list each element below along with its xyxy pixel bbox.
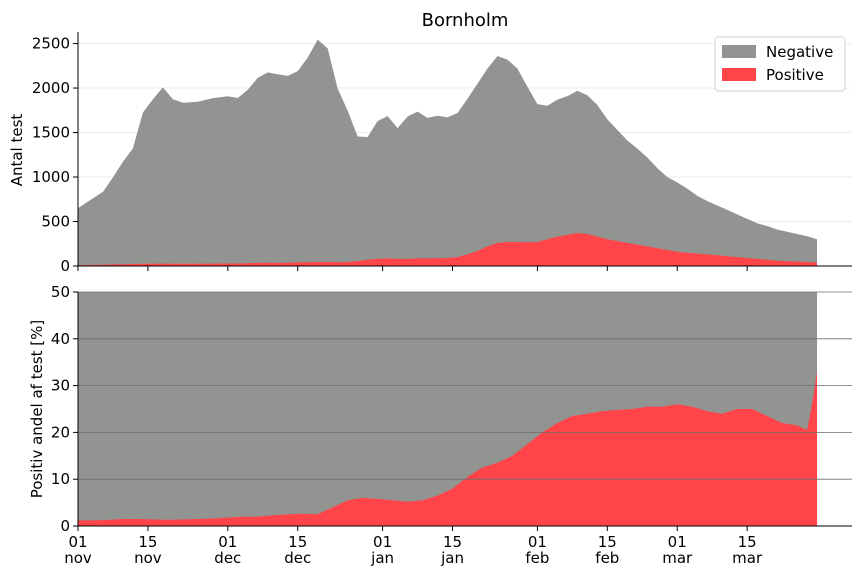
x-tick-label-day: 01	[218, 533, 237, 551]
bottom-y-tick-label: 10	[51, 470, 70, 488]
x-tick-label-month: feb	[595, 549, 619, 567]
x-tick-label-month: dec	[214, 549, 241, 567]
legend: Negative Positive	[714, 36, 846, 92]
bottom-y-tick-label: 50	[51, 283, 70, 301]
bottom-y-tick-label: 20	[51, 423, 70, 441]
top-y-tick-label: 1500	[32, 124, 70, 142]
legend-swatch-positive	[722, 68, 756, 81]
x-tick-label-month: nov	[134, 549, 162, 567]
top-axes	[77, 32, 852, 267]
top-y-tick-label: 2500	[32, 35, 70, 53]
legend-label-positive: Positive	[766, 66, 824, 84]
legend-label-negative: Negative	[766, 43, 833, 61]
x-tick-label-month: jan	[370, 549, 394, 567]
bottom-area-series	[78, 292, 818, 526]
x-tick-label-day: 01	[68, 533, 87, 551]
bottom-y-ticks: 0 10 20 30 40 50	[51, 283, 78, 535]
x-tick-label-month: jan	[440, 549, 464, 567]
x-tick-label-month: mar	[662, 549, 693, 567]
bottom-axes	[77, 292, 852, 527]
top-y-tick-label: 1000	[32, 168, 70, 186]
top-y-axis-label: Antal test	[8, 114, 26, 187]
bottom-y-tick-label: 30	[51, 377, 70, 395]
series-positive-share-area	[78, 371, 818, 526]
top-area-series	[78, 39, 818, 266]
top-chart-panel: Bornholm 0 500 1000 1500 2000 2500 Antal test…	[8, 10, 852, 275]
x-tick-label-month: feb	[525, 549, 549, 567]
x-tick-label-day: 15	[138, 533, 157, 551]
x-tick-label-month: nov	[64, 549, 92, 567]
top-x-ticks	[77, 266, 748, 271]
bottom-x-ticks: 01nov15nov01dec15dec01jan15jan01feb15feb…	[64, 526, 763, 567]
top-y-tick-label: 500	[41, 213, 70, 231]
top-y-tick-label: 2000	[32, 79, 70, 97]
x-tick-label-day: 01	[528, 533, 547, 551]
bottom-y-tick-label: 0	[60, 517, 70, 535]
x-tick-label-day: 15	[738, 533, 757, 551]
x-tick-label-day: 01	[668, 533, 687, 551]
top-y-ticks: 0 500 1000 1500 2000 2500	[32, 35, 78, 275]
bottom-y-axis-label: Positiv andel af test [%]	[28, 320, 46, 499]
legend-swatch-negative	[722, 45, 756, 58]
series-positive-area	[78, 233, 818, 266]
x-tick-label-month: dec	[284, 549, 311, 567]
bottom-y-tick-label: 40	[51, 330, 70, 348]
x-tick-label-day: 15	[598, 533, 617, 551]
x-tick-label-day: 15	[443, 533, 462, 551]
series-negative-area	[78, 39, 818, 266]
top-y-tick-label: 0	[60, 257, 70, 275]
x-tick-label-day: 15	[288, 533, 307, 551]
chart-title: Bornholm	[422, 10, 509, 31]
x-tick-label-day: 01	[373, 533, 392, 551]
x-tick-label-month: mar	[732, 549, 763, 567]
bottom-gridlines	[78, 291, 852, 480]
